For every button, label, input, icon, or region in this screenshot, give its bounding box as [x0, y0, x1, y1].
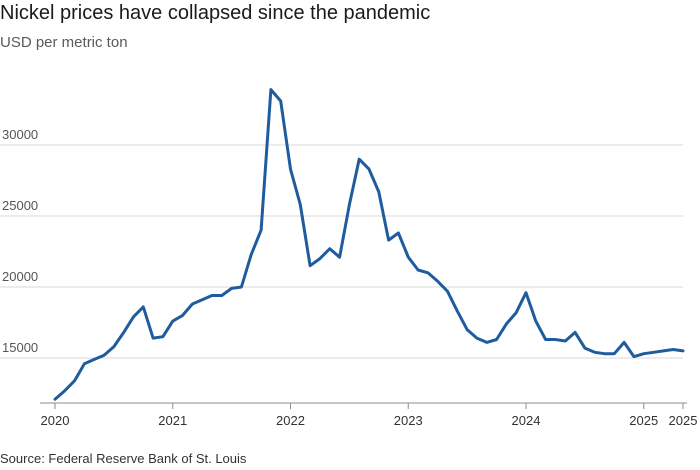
x-tick-label-2025-01: 2025 [629, 413, 658, 428]
y-tick-label-30000: 30000 [2, 127, 38, 142]
series-line [53, 88, 685, 401]
x-tick-marks [54, 403, 684, 409]
x-tick-label-2022-01: 2022 [276, 413, 305, 428]
x-tick-labels: 2020 2021 2022 2023 2024 2025 2025 [41, 413, 698, 428]
chart-title: Nickel prices have collapsed since the p… [0, 2, 431, 24]
gridlines [0, 144, 683, 359]
y-tick-label-25000: 25000 [2, 198, 38, 213]
y-tick-label-20000: 20000 [2, 269, 38, 284]
x-tick-label-2023-01: 2023 [394, 413, 423, 428]
x-tick-label-2021-01: 2021 [158, 413, 187, 428]
y-axis-unit-label: USD per metric ton [0, 34, 128, 51]
y-tick-label-15000: 15000 [2, 340, 38, 355]
x-tick-label-2025-05: 2025 [669, 413, 698, 428]
x-tick-label-2024-01: 2024 [512, 413, 541, 428]
y-tick-labels: 15000 20000 25000 30000 [2, 127, 38, 355]
x-tick-label-2020-01: 2020 [41, 413, 70, 428]
source-note: Source: Federal Reserve Bank of St. Loui… [0, 451, 247, 466]
